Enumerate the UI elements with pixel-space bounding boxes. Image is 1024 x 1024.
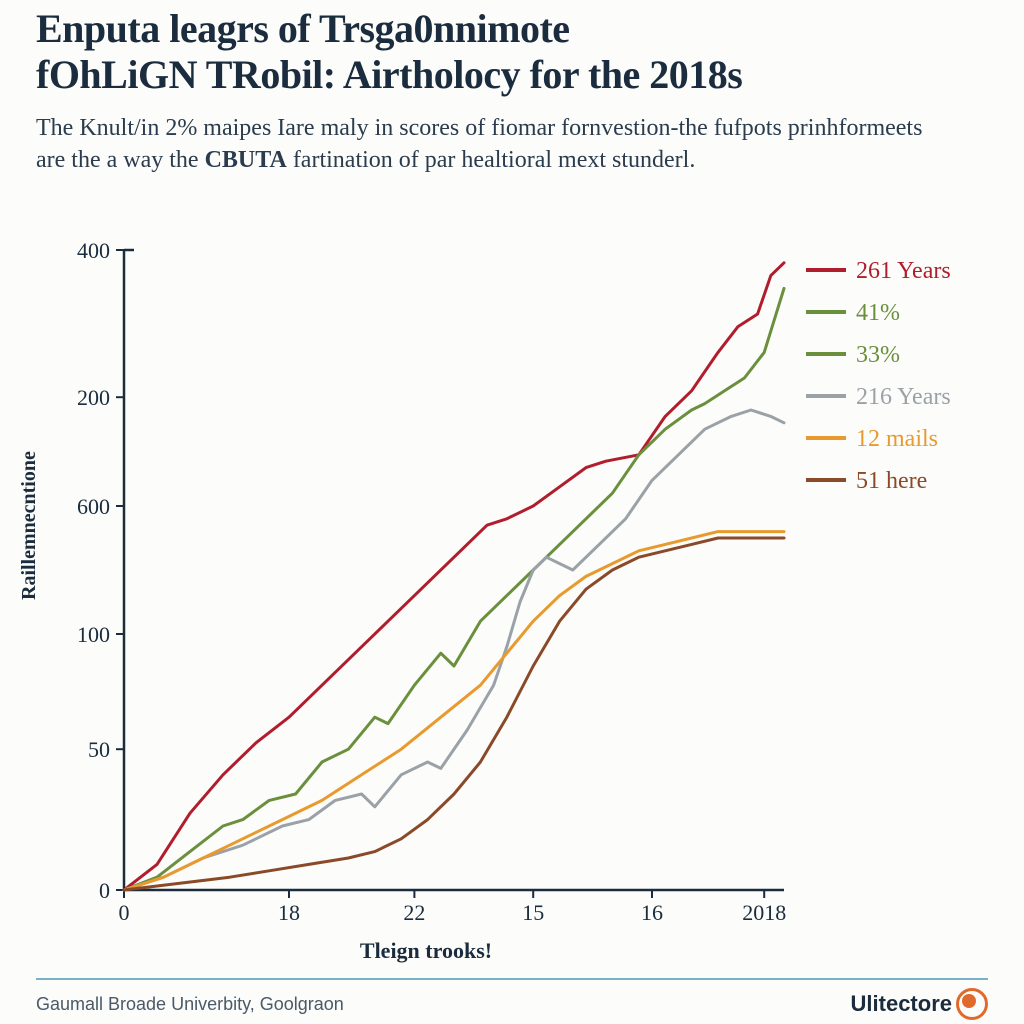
footer-brand: Ulitectore <box>851 988 988 1020</box>
page-title: Enputa leagrs of Trsga0nnimote fOhLiGN T… <box>36 0 988 98</box>
chart-xlabel: Tleign trooks! <box>36 938 816 964</box>
page-subtitle: The Knult/in 2% maipes Iare maly in scor… <box>36 112 956 177</box>
title-line-1: Enputa leagrs of Trsga0nnimote <box>36 6 570 51</box>
svg-text:0: 0 <box>99 878 110 903</box>
svg-text:16: 16 <box>641 900 663 925</box>
svg-text:261 Years: 261 Years <box>856 258 951 284</box>
svg-text:2018: 2018 <box>742 900 786 925</box>
svg-text:400: 400 <box>77 238 110 263</box>
footer-attribution: Gaumall Broade Univerbity, Goolgraon <box>36 994 344 1015</box>
svg-text:50: 50 <box>88 737 110 762</box>
chart-container: Raillemnecntione 40020060010050001822151… <box>36 230 988 970</box>
svg-text:18: 18 <box>278 900 300 925</box>
svg-text:600: 600 <box>77 494 110 519</box>
subtitle-bold: CBUTA <box>205 147 287 173</box>
svg-text:100: 100 <box>77 622 110 647</box>
svg-text:0: 0 <box>119 900 130 925</box>
title-line-2: fOhLiGN TRobil: Airtholocy for the 2018s <box>36 52 742 97</box>
svg-text:15: 15 <box>522 900 544 925</box>
svg-text:12 mails: 12 mails <box>856 426 938 452</box>
page-footer: Gaumall Broade Univerbity, Goolgraon Uli… <box>36 978 988 1020</box>
svg-text:216 Years: 216 Years <box>856 384 951 410</box>
footer-brand-text: Ulitectore <box>851 991 952 1017</box>
chart-ylabel: Raillemnecntione <box>18 451 41 600</box>
svg-text:33%: 33% <box>856 342 900 368</box>
line-chart: 400 200 600 100 50 00 18 22 15 16 2018 261 Years 41%… <box>36 230 988 940</box>
svg-text:41%: 41% <box>856 300 900 326</box>
svg-text:200: 200 <box>77 385 110 410</box>
subtitle-post: fartination of par healtioral mext stund… <box>287 147 696 173</box>
svg-text:22: 22 <box>403 900 425 925</box>
brand-logo-icon <box>956 988 988 1020</box>
svg-text:51 here: 51 here <box>856 468 927 494</box>
